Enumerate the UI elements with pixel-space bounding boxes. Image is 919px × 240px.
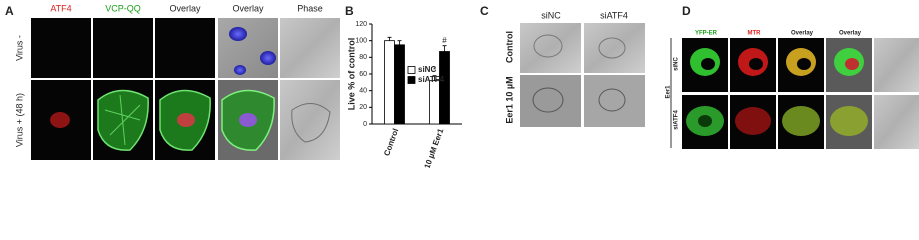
y-tick-label: 20 [359, 104, 367, 111]
panel-letter: C [480, 4, 489, 18]
bar [394, 44, 405, 125]
column-header: ATF4 [50, 3, 71, 13]
x-tick-label: 10 µM Eer1 [423, 127, 446, 168]
micrograph [155, 18, 215, 78]
panel-letter: B [345, 4, 354, 18]
micrograph [826, 38, 872, 92]
figure: A ATF4 VCP-QQ Overlay Overlay Phase Viru… [5, 3, 919, 168]
micrograph [218, 18, 278, 78]
micrograph [730, 95, 776, 149]
micrograph [778, 38, 824, 92]
micrograph [682, 95, 728, 149]
micrograph [682, 38, 728, 92]
panel-a: A ATF4 VCP-QQ Overlay Overlay Phase Viru… [5, 3, 340, 160]
column-header: MTR [748, 31, 762, 37]
column-header: siNC [541, 10, 561, 20]
row-label: siATF4 [674, 110, 680, 130]
panel-letter: D [682, 4, 691, 18]
bar [429, 80, 440, 125]
bar-chart: B Live % of control 0 20 40 60 80 100 120 Contr… [345, 4, 462, 168]
x-tick-label: Control [382, 127, 400, 157]
legend-swatch [407, 76, 416, 84]
row-label: siNC [674, 56, 680, 70]
legend-label: siATF4 [418, 75, 445, 84]
y-axis-label: Live % of control [346, 38, 356, 111]
row-label: Eer1 10 µM [504, 76, 514, 123]
micrograph [874, 38, 919, 92]
column-header: Phase [297, 3, 323, 13]
group-label: Eer1 [666, 85, 672, 99]
panel-letter: A [5, 4, 14, 18]
micrograph [520, 75, 581, 127]
micrograph [155, 80, 215, 160]
row-label: Virus - [14, 35, 24, 61]
micrograph [826, 95, 872, 149]
micrograph [730, 38, 776, 92]
panel-c: C siNC siATF4 Control Eer1 10 µM [480, 4, 645, 127]
micrograph [218, 80, 278, 160]
bar [384, 40, 395, 125]
error-bar [397, 40, 402, 45]
column-header: VCP-QQ [105, 3, 141, 13]
column-header: siATF4 [600, 10, 628, 20]
y-tick-label: 100 [355, 38, 367, 45]
micrograph [93, 80, 153, 160]
column-header: Overlay [169, 3, 201, 13]
micrograph [584, 23, 645, 73]
micrograph [280, 18, 340, 78]
micrograph [520, 23, 581, 73]
annotation: * [433, 66, 436, 75]
annotation: # [442, 36, 447, 45]
y-tick-label: 120 [355, 21, 367, 28]
error-bar [387, 36, 392, 41]
row-label: Control [504, 31, 514, 63]
micrograph [280, 80, 340, 160]
legend-swatch [407, 66, 416, 74]
y-tick-label: 80 [359, 54, 367, 61]
column-header: Overlay [839, 31, 862, 37]
error-bar [442, 45, 447, 52]
column-header: Overlay [232, 3, 264, 13]
column-header: Overlay [791, 31, 814, 37]
error-bar [432, 75, 437, 81]
y-tick-label: 0 [363, 121, 367, 128]
column-header: YFP-ER [695, 31, 718, 37]
micrograph [778, 95, 824, 149]
micrograph [31, 18, 91, 78]
legend-label: siNC [418, 65, 436, 74]
y-tick-label: 40 [359, 88, 367, 95]
micrograph [31, 80, 91, 160]
micrograph [584, 75, 645, 127]
y-tick-label: 60 [359, 71, 367, 78]
bar [439, 51, 450, 125]
row-label: Virus + (48 h) [14, 93, 24, 147]
micrograph [874, 95, 919, 149]
panel-d: D YFP-ER MTR Overlay Overlay siNC siATF4… [666, 4, 919, 149]
micrograph [93, 18, 153, 78]
